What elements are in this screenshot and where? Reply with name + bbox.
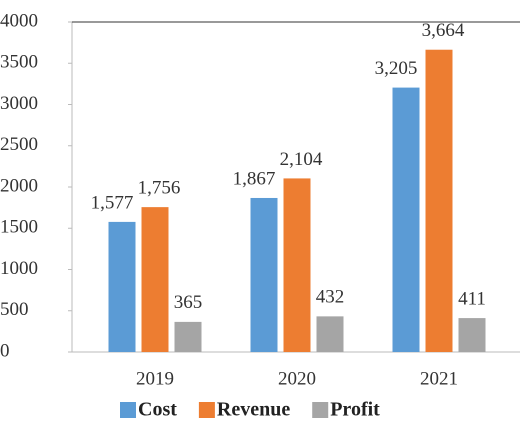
y-tick-label: 500 bbox=[0, 299, 29, 320]
bar bbox=[250, 197, 278, 352]
bar bbox=[392, 87, 420, 353]
data-label: 365 bbox=[174, 292, 203, 313]
y-tick-label: 1000 bbox=[0, 258, 38, 279]
data-label: 411 bbox=[458, 288, 486, 309]
y-tick-label: 4000 bbox=[0, 10, 38, 31]
x-tick-label: 2019 bbox=[136, 368, 174, 389]
y-tick-label: 0 bbox=[0, 340, 10, 361]
x-tick-label: 2021 bbox=[420, 368, 458, 389]
bar bbox=[174, 321, 202, 352]
legend-label: Cost bbox=[138, 399, 177, 421]
data-label: 432 bbox=[316, 287, 345, 308]
legend-label: Revenue bbox=[217, 399, 290, 421]
x-tick-label: 2020 bbox=[278, 368, 316, 389]
data-label: 3,664 bbox=[422, 20, 465, 41]
data-label: 3,205 bbox=[375, 58, 418, 79]
data-label: 2,104 bbox=[280, 149, 323, 170]
y-tick-label: 2000 bbox=[0, 175, 38, 196]
legend-label: Profit bbox=[330, 399, 380, 421]
legend-swatch bbox=[120, 402, 136, 418]
bar bbox=[108, 221, 136, 352]
data-label: 1,756 bbox=[138, 177, 181, 198]
bar bbox=[458, 318, 486, 352]
data-label: 1,867 bbox=[233, 168, 276, 189]
y-tick-label: 2500 bbox=[0, 134, 38, 155]
bar bbox=[316, 316, 344, 352]
legend-swatch bbox=[198, 402, 215, 418]
bar bbox=[283, 178, 311, 352]
y-tick-label: 3500 bbox=[0, 52, 38, 73]
bar bbox=[425, 49, 453, 352]
bar bbox=[141, 207, 169, 352]
y-tick-label: 1500 bbox=[0, 217, 38, 238]
legend-swatch bbox=[312, 402, 329, 418]
y-tick-label: 3000 bbox=[0, 93, 38, 114]
data-label: 1,577 bbox=[91, 192, 134, 213]
